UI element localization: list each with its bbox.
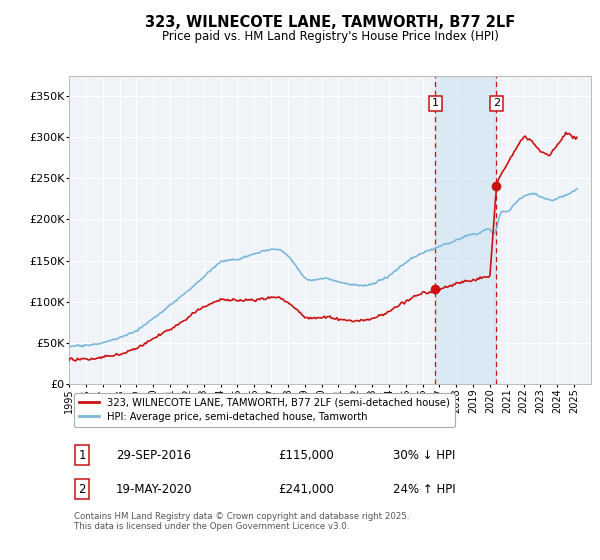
Legend: 323, WILNECOTE LANE, TAMWORTH, B77 2LF (semi-detached house), HPI: Average price: 323, WILNECOTE LANE, TAMWORTH, B77 2LF (… bbox=[74, 393, 455, 427]
Text: 29-SEP-2016: 29-SEP-2016 bbox=[116, 449, 191, 461]
Text: Price paid vs. HM Land Registry's House Price Index (HPI): Price paid vs. HM Land Registry's House … bbox=[161, 30, 499, 44]
Text: £241,000: £241,000 bbox=[278, 483, 334, 496]
Text: 1: 1 bbox=[78, 449, 86, 461]
Text: 1: 1 bbox=[432, 99, 439, 108]
Text: Contains HM Land Registry data © Crown copyright and database right 2025.
This d: Contains HM Land Registry data © Crown c… bbox=[74, 511, 410, 531]
Text: 19-MAY-2020: 19-MAY-2020 bbox=[116, 483, 193, 496]
Bar bbox=[435, 76, 496, 384]
Text: 24% ↑ HPI: 24% ↑ HPI bbox=[392, 483, 455, 496]
Text: 30% ↓ HPI: 30% ↓ HPI bbox=[392, 449, 455, 461]
Text: 2: 2 bbox=[493, 99, 500, 108]
Text: 323, WILNECOTE LANE, TAMWORTH, B77 2LF: 323, WILNECOTE LANE, TAMWORTH, B77 2LF bbox=[145, 15, 515, 30]
Text: 2: 2 bbox=[78, 483, 86, 496]
Text: £115,000: £115,000 bbox=[278, 449, 334, 461]
